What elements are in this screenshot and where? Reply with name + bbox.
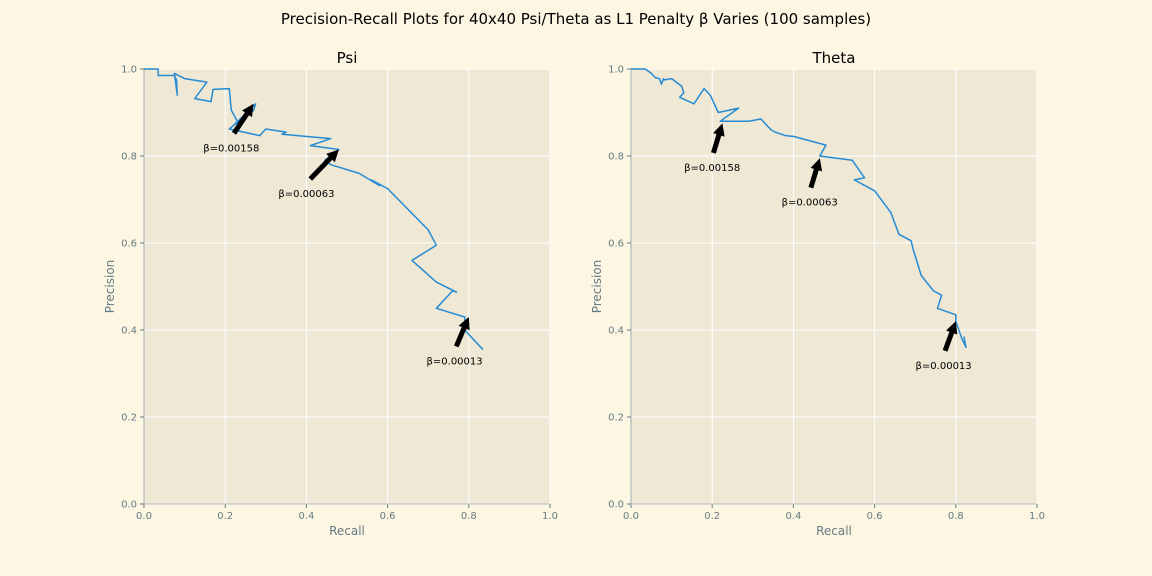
theta-annotation-arrow [942,321,958,352]
psi-plot-area [144,69,550,504]
theta-y-tick-label: 0.2 [608,413,624,424]
psi-pr-curve [144,68,484,351]
theta-x-tick-label: 0.8 [948,511,964,522]
psi-annotation-label: β=0.00158 [203,143,259,154]
psi-y-tick-label: 0.2 [121,413,137,424]
theta-pr-curve [631,68,967,349]
theta-y-tick-label: 0.6 [608,239,624,250]
psi-y-tick-label: 0.4 [121,326,137,337]
theta-y-tick-label: 0.4 [608,326,624,337]
theta-y-tick-label: 0.0 [608,500,624,511]
psi-y-tick-label: 0.6 [121,239,137,250]
theta-plot: 0.0 0.2 0.4 0.6 0.8 1.0 0.0 0.2 0.4 0.6 0.8 1.0 Thet… [590,49,1045,538]
figure-suptitle: Precision-Recall Plots for 40x40 Psi/The… [281,10,871,28]
psi-annotation-arrow [308,149,339,181]
psi-y-axis-label: Precision [103,260,117,314]
theta-y-tick-label: 1.0 [608,65,624,76]
theta-title: Theta [812,49,856,67]
psi-annotation-label: β=0.00063 [278,189,334,200]
psi-x-axis-label: Recall [329,524,365,538]
theta-x-tick-label: 0.2 [704,511,720,522]
psi-annotation-label: β=0.00013 [427,356,483,367]
psi-y-tick-label: 0.8 [121,152,137,163]
psi-x-tick-label: 0.4 [298,511,314,522]
theta-x-tick-label: 1.0 [1029,511,1045,522]
theta-x-tick-label: 0.6 [867,511,883,522]
theta-y-tick-label: 0.8 [608,152,624,163]
psi-x-tick-label: 0.2 [217,511,233,522]
theta-annotation-label: β=0.00158 [684,163,740,174]
psi-x-tick-label: 0.6 [380,511,396,522]
theta-x-tick-label: 0.4 [785,511,801,522]
theta-x-tick-label: 0.0 [623,511,639,522]
theta-annotation-arrow [808,158,823,189]
psi-y-tick-label: 0.0 [121,500,137,511]
psi-annotation-arrow [454,317,470,348]
theta-plot-area [631,69,1037,504]
psi-y-tick-label: 1.0 [121,65,137,76]
theta-y-axis-label: Precision [590,260,604,314]
psi-x-tick-label: 0.8 [461,511,477,522]
psi-x-tick-label: 0.0 [136,511,152,522]
theta-x-axis-label: Recall [816,524,852,538]
theta-annotation-label: β=0.00063 [782,198,838,209]
theta-annotation-arrow [711,123,725,154]
theta-annotation-label: β=0.00013 [916,361,972,372]
psi-x-tick-label: 1.0 [542,511,558,522]
psi-plot: 0.0 0.2 0.4 0.6 0.8 1.0 0.0 0.2 0.4 0.6 0.8 1.0 Psi R… [103,49,558,538]
psi-annotation-arrow [231,103,254,135]
psi-title: Psi [337,49,358,67]
